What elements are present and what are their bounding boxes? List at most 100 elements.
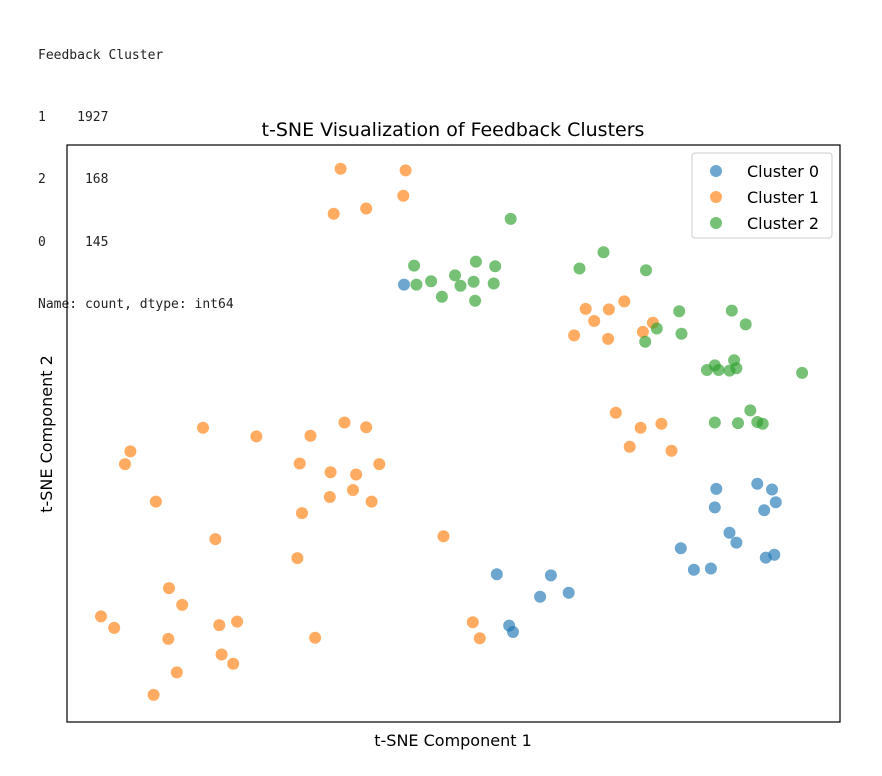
data-point	[687, 563, 700, 576]
data-point	[597, 246, 610, 259]
data-point	[602, 303, 615, 316]
row-value: 145	[84, 234, 109, 250]
data-point	[634, 421, 647, 434]
data-point	[397, 189, 410, 202]
series-cluster-1	[95, 162, 678, 701]
data-point	[544, 569, 557, 582]
data-point	[347, 484, 359, 496]
data-point	[435, 290, 448, 303]
legend-label: Cluster 2	[747, 214, 819, 233]
data-point	[95, 610, 107, 623]
data-point	[410, 278, 423, 291]
data-point	[373, 458, 386, 471]
data-point	[636, 325, 649, 338]
data-point	[588, 315, 601, 327]
data-point	[618, 295, 631, 308]
legend: Cluster 0 Cluster 1 Cluster 2	[691, 152, 833, 239]
data-point	[769, 496, 782, 509]
row-key: 2	[38, 172, 46, 188]
data-point	[197, 421, 209, 434]
legend-marker	[710, 191, 722, 203]
data-point	[623, 440, 636, 453]
data-point	[149, 495, 162, 508]
data-point	[147, 688, 160, 701]
data-point	[675, 327, 688, 340]
row-key: 0	[38, 234, 46, 250]
data-point	[744, 404, 757, 417]
data-point	[573, 262, 586, 275]
data-point	[710, 482, 723, 495]
data-point	[701, 364, 713, 376]
data-point	[215, 648, 228, 661]
data-point	[640, 264, 652, 277]
data-point	[639, 335, 652, 348]
data-point	[490, 568, 503, 581]
chart-title: t-SNE Visualization of Feedback Clusters	[262, 119, 645, 141]
data-point	[327, 207, 340, 220]
data-point	[723, 526, 736, 539]
data-point	[579, 302, 592, 315]
data-point	[602, 332, 615, 345]
data-point	[425, 275, 438, 288]
data-point	[293, 457, 306, 470]
data-point	[360, 421, 373, 434]
data-point	[504, 212, 517, 225]
data-point	[758, 504, 771, 517]
console-row: 2 168	[38, 170, 234, 191]
data-point	[231, 615, 244, 628]
legend-label: Cluster 1	[747, 188, 819, 207]
data-point	[739, 318, 752, 331]
data-point	[324, 466, 337, 479]
row-value: 168	[84, 172, 109, 188]
data-point	[398, 278, 410, 291]
legend-marker	[710, 165, 722, 177]
legend-item: Cluster 0	[710, 162, 819, 181]
data-point	[469, 255, 482, 268]
data-point	[304, 429, 317, 442]
legend-item: Cluster 1	[710, 188, 819, 207]
data-point	[766, 483, 778, 496]
data-point	[323, 491, 336, 503]
legend-marker	[710, 217, 722, 229]
data-point	[124, 445, 137, 458]
data-point	[673, 305, 686, 318]
data-point	[350, 468, 363, 481]
data-point	[507, 626, 519, 638]
data-point	[338, 416, 351, 429]
data-point	[487, 277, 500, 290]
data-point	[209, 533, 222, 546]
series-cluster-2	[408, 212, 809, 430]
data-point	[365, 495, 378, 508]
legend-frame	[691, 152, 833, 239]
data-point	[176, 598, 189, 611]
data-point	[708, 501, 721, 514]
data-point	[213, 619, 226, 632]
data-point	[227, 657, 240, 670]
data-point	[250, 430, 263, 443]
x-axis-label: t-SNE Component 1	[374, 731, 532, 750]
data-point	[562, 586, 575, 599]
console-header: Feedback Cluster	[38, 47, 164, 63]
data-point	[163, 582, 175, 595]
data-point	[162, 632, 175, 645]
data-point	[469, 294, 482, 307]
data-point	[768, 548, 781, 561]
data-point	[609, 406, 622, 419]
data-point	[296, 507, 308, 520]
data-point	[730, 536, 743, 549]
data-point	[449, 269, 461, 282]
legend-label: Cluster 0	[747, 162, 819, 181]
data-point	[725, 304, 738, 317]
data-point	[119, 458, 131, 471]
data-point	[473, 632, 486, 645]
data-point	[437, 530, 450, 543]
data-point	[704, 562, 717, 575]
row-key: 1	[38, 109, 46, 125]
data-point	[665, 444, 678, 457]
data-point	[708, 416, 721, 429]
data-point	[467, 275, 480, 288]
data-point	[466, 616, 479, 629]
data-point	[730, 362, 743, 375]
data-point	[534, 590, 547, 603]
